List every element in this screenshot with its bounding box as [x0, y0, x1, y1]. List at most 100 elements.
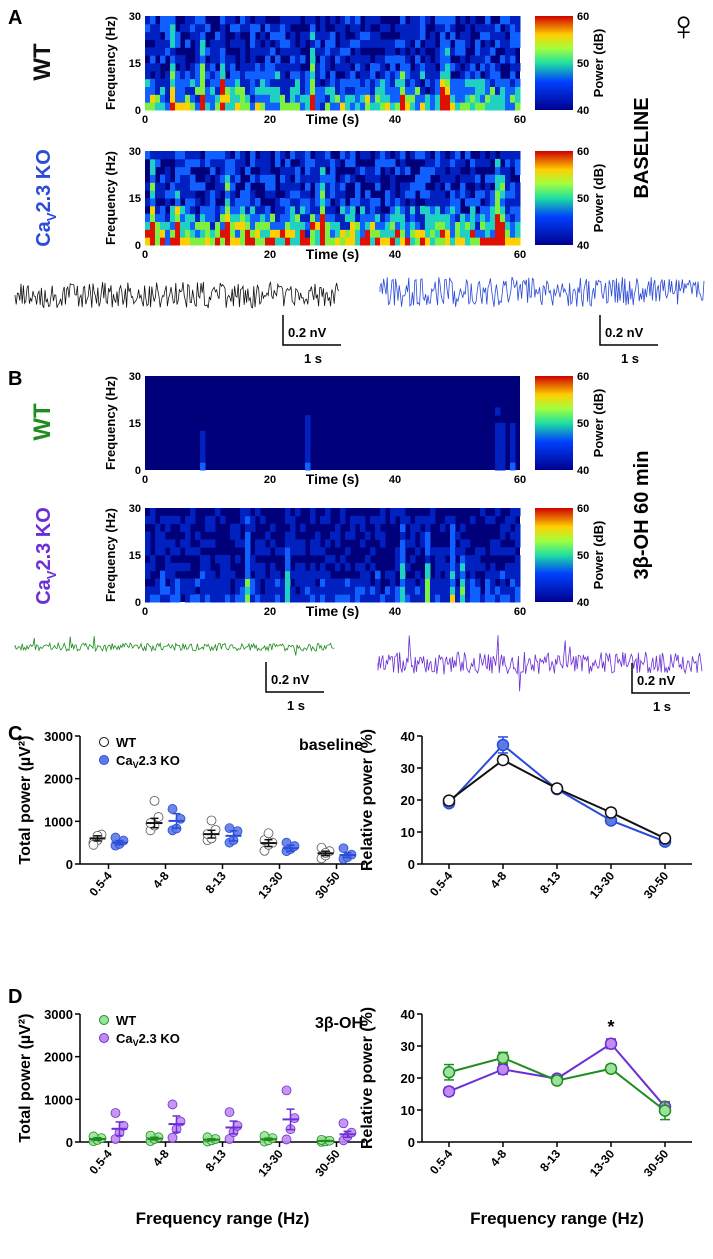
spectrogram-cell	[230, 166, 236, 175]
spectrogram-cell	[420, 102, 426, 111]
spectrogram-cell	[265, 23, 271, 33]
spectrogram-cell	[470, 94, 476, 103]
spectrogram-cell	[320, 70, 326, 80]
spectrogram-cell	[145, 47, 151, 56]
spectrogram-cell	[230, 205, 236, 215]
spectrogram-cell	[395, 221, 401, 230]
spectrogram-cell	[345, 102, 351, 111]
spectrogram-cell	[290, 63, 296, 72]
spectrogram-cell	[315, 570, 321, 579]
spectrogram-cell	[245, 166, 251, 175]
spectrogram-cell	[395, 86, 401, 95]
spectrogram-cell	[330, 94, 336, 103]
spectrogram-cell	[290, 237, 296, 246]
spectrogram-cell	[515, 578, 521, 587]
spectrogram-cell	[380, 515, 386, 525]
spectrogram-cell	[265, 63, 271, 72]
spectrogram-cell	[400, 547, 406, 556]
spectrogram-cell	[375, 531, 381, 540]
spectrogram-cell	[490, 70, 496, 80]
y-tick-label: 3000	[44, 1007, 73, 1022]
spectrogram-cell	[190, 23, 196, 33]
spectrogram-cell	[280, 31, 286, 40]
spectrogram-cell	[215, 221, 221, 230]
spectrogram-cell	[205, 237, 211, 246]
spectrogram-cell	[420, 151, 426, 160]
spectrogram-cell	[500, 205, 506, 215]
spectrogram-cell	[395, 70, 401, 80]
spectrogram-cell	[285, 547, 291, 556]
significance-marker: *	[607, 1017, 614, 1037]
spectrogram-cell	[305, 198, 311, 207]
spectrogram-xtick: 40	[389, 114, 401, 126]
spectrogram-cell	[225, 16, 231, 25]
spectrogram-cell	[320, 594, 326, 603]
spectrogram-cell	[315, 166, 321, 175]
scale-bar-lines	[631, 663, 690, 694]
colorbar-tick: 50	[577, 418, 589, 430]
spectrogram-cell	[195, 70, 201, 80]
spectrogram-cell	[200, 158, 206, 168]
spectrogram-cell	[265, 221, 271, 230]
spectrogram-cell	[275, 151, 281, 160]
spectrogram-cell	[495, 174, 501, 183]
spectrogram-cell	[255, 586, 261, 595]
spectrogram-cell	[465, 78, 471, 87]
spectrogram-cell	[460, 158, 466, 168]
spectrogram-cell	[410, 213, 416, 222]
spectrogram-cell	[145, 531, 151, 540]
spectrogram-cell	[245, 562, 251, 572]
spectrogram-cell	[455, 221, 461, 230]
spectrogram-cell	[490, 190, 496, 199]
spectrogram-cell	[510, 508, 516, 517]
spectrogram-cell	[175, 190, 181, 199]
spectrogram-cell	[365, 16, 371, 25]
spectrogram-cell	[190, 594, 196, 603]
spectrogram-cell	[260, 102, 266, 111]
spectrogram-cell	[355, 190, 361, 199]
spectrogram-cell	[290, 78, 296, 87]
spectrogram-cell	[235, 229, 241, 238]
spectrogram-cell	[425, 570, 431, 579]
spectrogram-cell	[310, 94, 316, 103]
spectrogram-cell	[330, 16, 336, 25]
spectrogram-cell	[150, 94, 156, 103]
spectrogram-cell	[160, 182, 166, 191]
spectrogram-cell	[485, 86, 491, 95]
spectrogram-cell	[210, 539, 216, 548]
spectrogram-cell	[480, 47, 486, 56]
x-tick-label: 0.5-4	[86, 1147, 115, 1177]
spectrogram-cell	[420, 586, 426, 595]
spectrogram-cell	[250, 47, 256, 56]
spectrogram-cell	[275, 547, 281, 556]
spectrogram-cell	[260, 205, 266, 215]
spectrogram-cell	[405, 221, 411, 230]
spectrogram-cell	[425, 229, 431, 238]
spectrogram-cell	[340, 151, 346, 160]
spectrogram-cell	[285, 63, 291, 72]
spectrogram-cell	[150, 221, 156, 230]
spectrogram-cell	[430, 86, 436, 95]
spectrogram-cell	[410, 229, 416, 238]
spectrogram-cell	[255, 16, 261, 25]
spectrogram-cell	[225, 190, 231, 199]
spectrogram-cell	[435, 47, 441, 56]
spectrogram-cell	[280, 213, 286, 222]
spectrogram-cell	[195, 39, 201, 48]
spectrogram-cell	[180, 78, 186, 87]
spectrogram-cell	[230, 594, 236, 603]
spectrogram-cell	[145, 31, 151, 40]
spectrogram-ytick: 15	[129, 418, 141, 430]
spectrogram-cell	[255, 508, 261, 517]
spectrogram-cell	[200, 39, 206, 48]
spectrogram-ytick: 15	[129, 58, 141, 70]
spectrogram-cell	[455, 166, 461, 175]
spectrogram-cell	[220, 94, 226, 103]
spectrogram-cell	[445, 86, 451, 95]
spectrogram-cell	[330, 174, 336, 183]
spectrogram-cell	[165, 586, 171, 595]
spectrogram-cell	[375, 102, 381, 111]
spectrogram-cell	[200, 446, 206, 455]
spectrogram-cell	[160, 213, 166, 222]
spectrogram-cell	[295, 174, 301, 183]
